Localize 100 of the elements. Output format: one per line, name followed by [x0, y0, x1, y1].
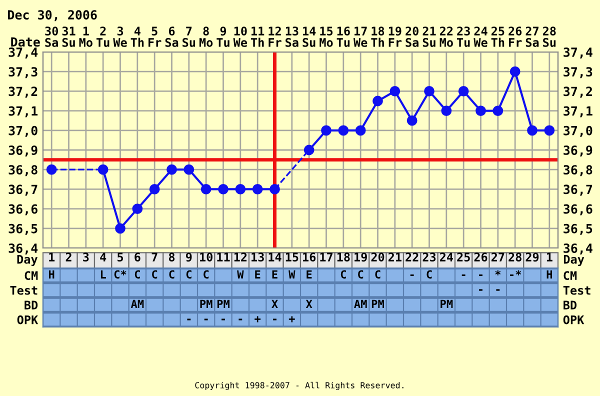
text: -* [510, 270, 522, 276]
text: - [238, 318, 242, 320]
x-tick-label: 4 Th [130, 26, 144, 47]
text: C [375, 270, 380, 279]
x-tick-label: 20 [371, 252, 384, 262]
point [184, 164, 194, 175]
point [46, 164, 57, 175]
text: - [496, 289, 500, 291]
text: Day [564, 254, 584, 266]
x-tick-label: 5 Fr [148, 26, 162, 47]
x-tick-label: 6 Sa [165, 26, 178, 47]
y-tick-label: 36,8 [8, 165, 38, 176]
y2-tick-label: 36,7 [564, 184, 592, 196]
x-tick-label: 9 Tu [216, 26, 230, 47]
x-tick-label: 23 [422, 252, 436, 262]
x-tick-label: 25 Th [491, 26, 504, 47]
point [321, 125, 332, 136]
y-tick-label: 37,0 [8, 126, 38, 137]
text: C [204, 270, 209, 279]
x-tick-label: 4 [100, 252, 106, 262]
text: + [288, 316, 295, 322]
y2-tick-label: 37,2 [564, 86, 592, 98]
y2-tick-label: 37,0 [564, 126, 592, 137]
point [166, 164, 177, 175]
y-tick-label: 36,6 [8, 204, 38, 216]
text: C [152, 270, 158, 279]
point [406, 115, 418, 126]
point [390, 86, 400, 96]
x-tick-label: 7 [152, 252, 158, 262]
x-tick-label: 5 [118, 252, 124, 262]
text: E [272, 270, 278, 278]
y-tick-label: 37,2 [8, 86, 38, 98]
x-tick-label: 14 [268, 252, 282, 262]
y2-tick-label: BD [564, 300, 577, 310]
point [98, 164, 108, 175]
x-tick-label: 7 Su [182, 26, 196, 47]
x-tick-label: 15 [286, 252, 298, 262]
text: C [358, 270, 364, 279]
y2-tick-label: 36,8 [564, 165, 592, 176]
x-tick-label: 10 We [233, 26, 248, 47]
x-tick-label: 16 [303, 252, 316, 262]
x-tick-label: 17 [320, 252, 332, 262]
x-tick-label: 27 Sa [526, 26, 539, 47]
x-tick-label: 26 [474, 252, 488, 262]
x-tick-label: 10 [200, 252, 212, 262]
point [200, 184, 212, 194]
text: C [340, 270, 346, 279]
text: E [306, 270, 312, 278]
chart-title: Dec 30, 2006 [8, 10, 97, 22]
point [252, 184, 263, 194]
text: PM [440, 300, 453, 308]
x-axis-title: Date [11, 37, 40, 47]
point [218, 184, 228, 194]
x-tick-label: 1 [49, 252, 55, 262]
x-tick-label: 3 [83, 252, 89, 262]
y2-tick-label: 36,5 [564, 224, 592, 235]
x-tick-label: 14 Su [302, 26, 316, 47]
point [476, 106, 486, 116]
text: L [100, 270, 106, 278]
x-tick-label: 13 Sa [286, 26, 298, 47]
text: H [48, 270, 54, 278]
x-tick-label: 19 Fr [388, 26, 402, 47]
x-tick-label: 11 [217, 252, 230, 262]
text: AM [354, 300, 367, 308]
y2-tick-label: 37,1 [564, 106, 592, 118]
x-tick-label: 11 Th [250, 26, 264, 47]
point [235, 184, 246, 194]
x-tick-label: 17 We [353, 26, 368, 47]
text: - [462, 274, 466, 276]
point [492, 106, 504, 116]
x-tick-label: 24 We [474, 26, 488, 47]
x-tick-label: 19 [354, 252, 367, 262]
point [510, 66, 520, 77]
text: - [479, 289, 482, 291]
y-tick-label: 37,4 [8, 47, 38, 58]
x-axis-title: Day [17, 254, 38, 266]
y-tick-label: 36,9 [8, 145, 38, 156]
text: C [426, 270, 432, 279]
text: PM [217, 300, 230, 308]
y2-tick-label: 36,4 [564, 243, 592, 254]
y-tick-label: Test [10, 286, 38, 295]
x-tick-label: 28 Su [542, 26, 556, 47]
y-tick-label: 36,5 [8, 224, 38, 235]
x-tick-label: 20 Sa [406, 26, 418, 47]
text: C [169, 270, 174, 279]
x-tick-label: 22 Mo [440, 26, 453, 47]
x-tick-label: 18 Th [371, 26, 384, 47]
x-tick-label: 25 [457, 252, 470, 262]
x-tick-label: 2 [66, 252, 72, 262]
x-tick-label: 16 Tu [336, 26, 350, 47]
x-tick-label: 23 Tu [456, 26, 470, 47]
y2-tick-label: 36,6 [564, 204, 592, 216]
text: E [255, 270, 260, 278]
point [355, 125, 366, 136]
text: W [288, 270, 296, 278]
text: + [254, 316, 261, 322]
y2-tick-label: 36,9 [564, 145, 592, 156]
x-tick-label: 1 Mo [79, 26, 92, 47]
y-tick-label: 37,3 [8, 67, 38, 78]
text: * [495, 270, 501, 276]
